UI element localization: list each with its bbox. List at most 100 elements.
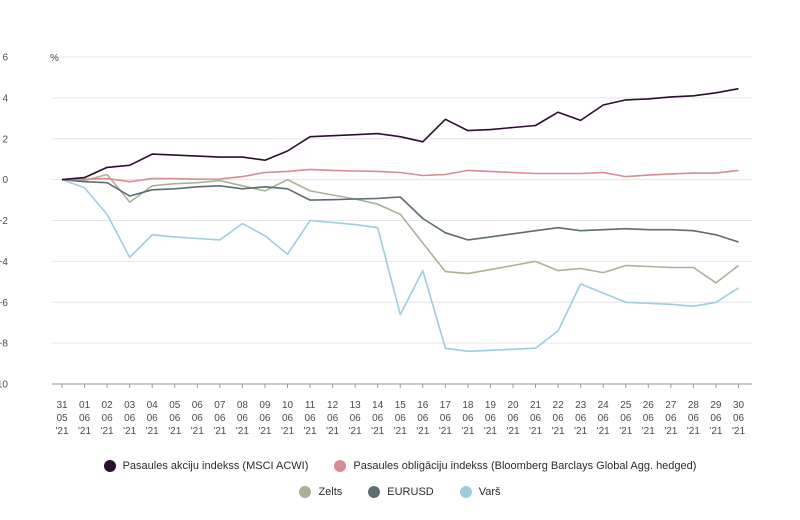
gridlines [52,56,752,385]
x-tick-label: 27 [665,400,677,411]
x-tick-label: 06 [124,413,136,424]
x-tick-label: '21 [78,426,91,437]
y-tick-label: −8 [0,339,8,350]
x-tick-label: 06 [575,413,587,424]
x-tick-label: 06 [192,413,204,424]
x-tick-label: 06 [214,413,226,424]
x-tick-label: '21 [168,426,181,437]
x-tick-label: '21 [304,426,317,437]
x-tick-label: 13 [350,400,362,411]
legend-item-copper: Varš [459,486,501,498]
x-tick-label: '21 [506,426,519,437]
x-tick-label: 06 [282,413,294,424]
x-tick-label: '21 [664,426,677,437]
x-tick-label: '21 [55,426,68,437]
x-tick-label: 06 [327,413,339,424]
y-tick-label: −10 [0,380,8,391]
x-tick-label: 06 [169,413,181,424]
x-tick-label: 12 [327,400,339,411]
y-tick-label: −2 [0,216,8,227]
legend-swatch [103,460,116,472]
legend-label: EURUSD [387,486,434,498]
x-tick-label: 14 [372,400,384,411]
legend-label: Pasaules obligāciju indekss (Bloomberg B… [353,460,697,472]
x-tick-label: 08 [237,400,249,411]
x-tick-label: '21 [687,426,700,437]
legend-label: Zelts [318,486,343,498]
legend-swatch [368,486,381,498]
x-tick-label: '21 [709,426,722,437]
x-tick-label: 24 [598,400,610,411]
x-tick-label: '21 [619,426,632,437]
x-tick-label: 05 [56,413,68,424]
x-tick-label: 06 [710,413,722,424]
x-tick-label: 01 [79,400,91,411]
x-tick-label: '21 [552,426,565,437]
x-tick-label: 11 [305,400,316,411]
y-tick-label: 4 [2,93,8,104]
x-tick-label: 06 [259,413,271,424]
legend-swatch [299,486,312,498]
x-axis: 31 05 '21 01 06 '21 02 06 '21 03 06 '21 04 06 '21 05 06 '… [55,384,745,437]
legend-item-bonds: Pasaules obligāciju indekss (Bloomberg B… [334,460,696,472]
x-tick-label: 06 [440,413,452,424]
x-tick-label: '21 [258,426,271,437]
x-tick-label: 25 [620,400,632,411]
legend-swatch [334,460,347,472]
x-tick-label: '21 [281,426,294,437]
x-tick-label: 06 [192,400,204,411]
x-tick-label: 06 [462,413,474,424]
x-tick-label: 17 [440,400,452,411]
x-tick-label: 06 [530,413,542,424]
series-line-gold [61,173,739,284]
x-tick-label: '21 [349,426,362,437]
x-tick-label: 09 [259,400,271,411]
x-tick-label: '21 [371,426,384,437]
series-line-msci [61,87,739,181]
legend-swatch [459,486,472,498]
legend-item-gold: Zelts [299,486,342,498]
x-tick-label: 20 [507,400,519,411]
x-tick-label: '21 [732,426,745,437]
x-tick-label: '21 [461,426,474,437]
legend-label: Pasaules akciju indekss (MSCI ACWI) [122,460,309,472]
x-tick-label: '21 [416,426,429,437]
x-tick-label: 30 [733,400,745,411]
x-tick-label: '21 [123,426,136,437]
x-tick-label: 28 [688,400,700,411]
x-tick-label: 06 [304,413,316,424]
x-tick-label: 06 [688,413,700,424]
x-tick-label: 06 [395,413,407,424]
x-tick-label: 23 [575,400,587,411]
x-tick-label: 29 [710,400,722,411]
x-tick-label: 06 [372,413,384,424]
x-tick-label: 02 [102,400,114,411]
x-tick-label: 06 [643,413,655,424]
y-tick-label: −4 [0,257,8,268]
legend-item-eurusd: EURUSD [368,486,434,498]
legend-row-2: Zelts EURUSD Varš [0,486,800,498]
y-tick-label: 0 [2,175,8,186]
x-tick-label: 07 [214,400,226,411]
x-tick-label: '21 [642,426,655,437]
x-tick-label: '21 [529,426,542,437]
x-tick-label: 06 [553,413,565,424]
x-tick-label: 06 [350,413,362,424]
x-tick-label: '21 [597,426,610,437]
x-tick-label: 26 [643,400,655,411]
x-tick-label: 22 [553,400,565,411]
x-tick-label: 06 [507,413,519,424]
y-tick-label: 6 [2,53,8,64]
series-line-copper [61,178,739,353]
x-tick-label: 10 [282,400,294,411]
x-tick-label: 31 [56,400,68,411]
x-tick-label: '21 [394,426,407,437]
x-tick-label: 06 [237,413,249,424]
legend-label: Varš [478,486,501,498]
series-lines [61,87,739,353]
x-tick-label: '21 [484,426,497,437]
y-tick-label: −6 [0,298,8,309]
x-tick-label: 06 [147,413,159,424]
x-tick-label: 18 [462,400,474,411]
